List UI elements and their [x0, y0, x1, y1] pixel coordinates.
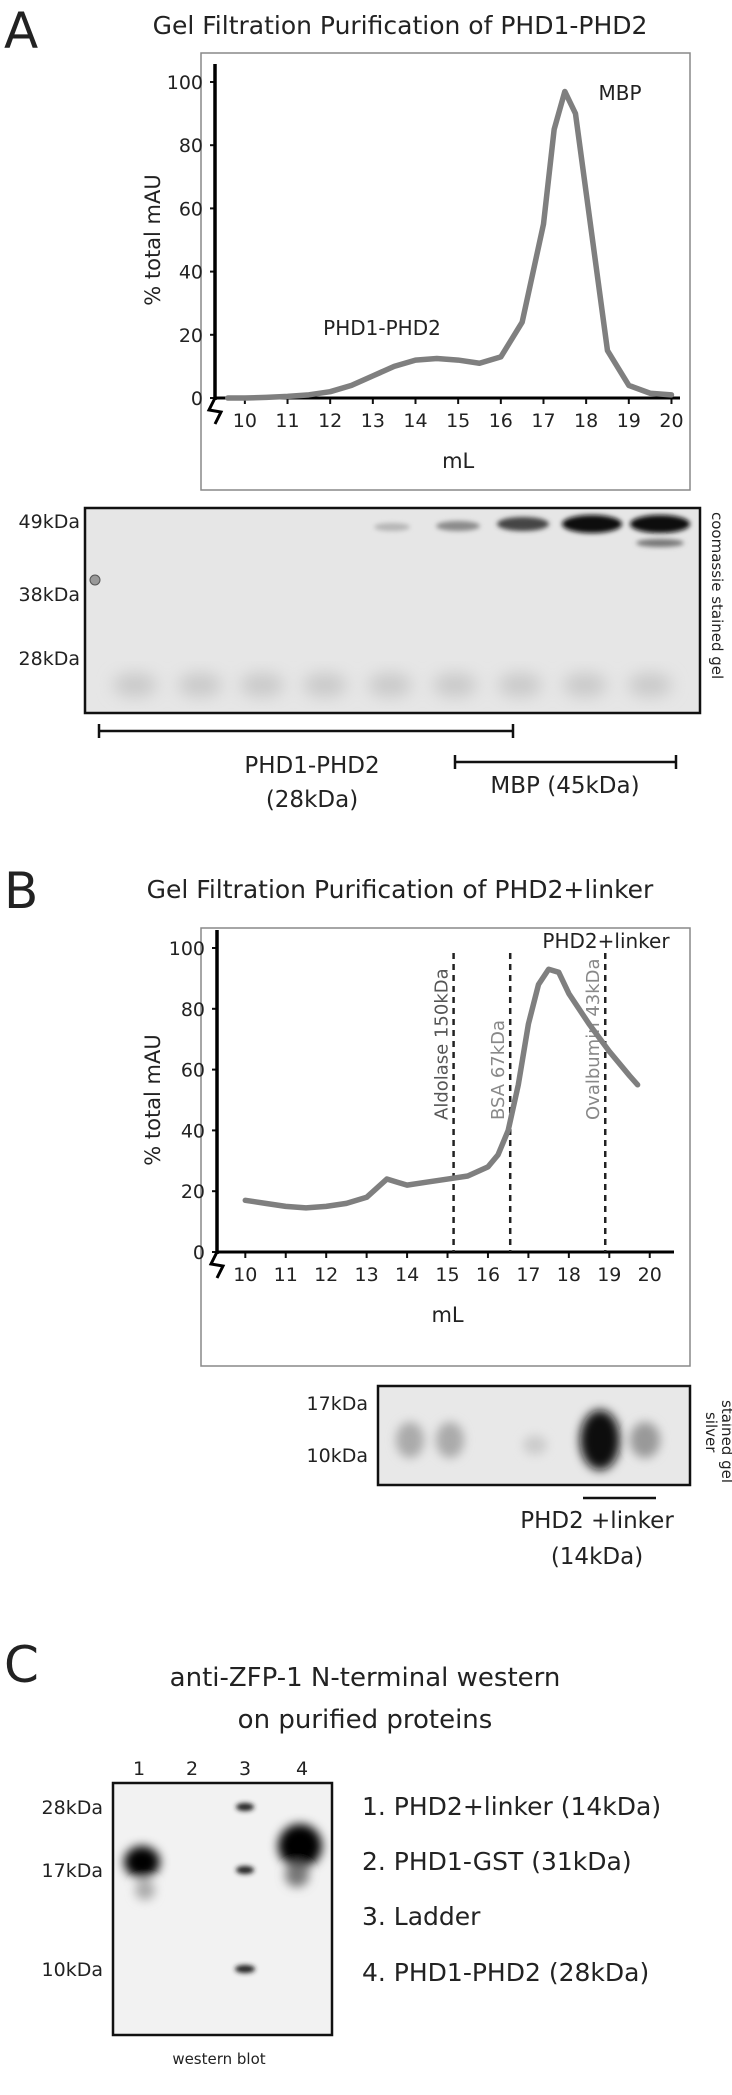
- chart-frame: [200, 927, 691, 1367]
- gel-size-label: 49kDa: [19, 511, 80, 533]
- x-tick-label: 19: [617, 410, 641, 432]
- x-tick-label: 16: [489, 410, 513, 432]
- y-axis-label: % total mAU: [141, 1034, 165, 1166]
- bracket-label: (14kDa): [551, 1544, 643, 1570]
- line-series: [242, 966, 641, 1211]
- reference-label: Aldolase 150kDa: [432, 968, 453, 1120]
- stain-label: stained gel: [718, 1400, 732, 1483]
- axis-break: [208, 1251, 226, 1279]
- x-tick-label: 18: [574, 410, 598, 432]
- bracket-label: MBP (45kDa): [490, 773, 639, 799]
- western: anti-ZFP-1 N-terminal western on purifie…: [42, 1663, 662, 2068]
- stain-label: coomassie stained gel: [708, 512, 726, 679]
- lane-label: 2: [186, 1758, 198, 1780]
- x-axis-label: mL: [442, 449, 474, 473]
- bracket-label: PHD2 +linker: [520, 1508, 674, 1534]
- bracket-label: (28kDa): [266, 787, 358, 813]
- legend-item: 3. Ladder: [362, 1902, 481, 1931]
- western-title: anti-ZFP-1 N-terminal western: [170, 1663, 561, 1693]
- x-tick-label: 20: [659, 410, 683, 432]
- x-tick-label: 19: [597, 1264, 621, 1286]
- bracket-label: PHD1-PHD2: [244, 753, 379, 779]
- y-tick-label: 60: [179, 198, 203, 220]
- western-title: on purified proteins: [238, 1705, 493, 1735]
- panel-letter: B: [4, 862, 38, 920]
- legend-item: 1. PHD2+linker (14kDa): [362, 1792, 661, 1821]
- annotation: MBP: [598, 81, 641, 105]
- legend-item: 4. PHD1-PHD2 (28kDa): [362, 1958, 649, 1987]
- x-tick-label: 14: [403, 410, 427, 432]
- x-axis-label: mL: [431, 1303, 463, 1327]
- y-tick-label: 100: [167, 72, 203, 94]
- chart-title: Gel Filtration Purification of PHD1-PHD2: [153, 11, 648, 40]
- lane-label: 4: [296, 1758, 308, 1780]
- chart-title: Gel Filtration Purification of PHD2+link…: [147, 875, 654, 904]
- axis-break: [206, 397, 224, 425]
- line-series: [225, 88, 675, 401]
- x-tick-label: 17: [516, 1264, 540, 1286]
- annotation: PHD1-PHD2: [323, 316, 441, 340]
- chart-frame: [200, 52, 691, 491]
- x-tick-label: 15: [435, 1264, 459, 1286]
- y-tick-label: 0: [193, 1242, 205, 1264]
- blot-caption: western blot: [172, 2050, 265, 2068]
- blot-size-label: 10kDa: [42, 1959, 103, 1981]
- x-tick-label: 10: [233, 1264, 257, 1286]
- gel-b: 17kDa 10kDa silver stained gel PHD2 +lin…: [307, 1384, 732, 1570]
- x-tick-label: 10: [233, 410, 257, 432]
- x-tick-label: 11: [275, 410, 299, 432]
- blot-size-label: 17kDa: [42, 1860, 103, 1882]
- x-tick-label: 14: [395, 1264, 419, 1286]
- x-tick-label: 18: [557, 1264, 581, 1286]
- gel-a: 49kDa 38kDa 28kDa coomassie stained gel …: [19, 506, 726, 813]
- annotation: PHD2+linker: [542, 929, 670, 953]
- y-tick-label: 80: [179, 135, 203, 157]
- y-tick-label: 60: [181, 1060, 205, 1082]
- y-tick-label: 40: [179, 262, 203, 284]
- x-tick-label: 11: [274, 1264, 298, 1286]
- x-tick-label: 15: [446, 410, 470, 432]
- panel-letter: A: [4, 2, 38, 60]
- x-tick-label: 17: [531, 410, 555, 432]
- panel-letter: C: [4, 1636, 39, 1694]
- legend-item: 2. PHD1-GST (31kDa): [362, 1847, 632, 1876]
- reference-label: Ovalbumin 43kDa: [583, 958, 604, 1120]
- x-tick-label: 13: [361, 410, 385, 432]
- gel-size-label: 38kDa: [19, 584, 80, 606]
- gel-size-label: 28kDa: [19, 648, 80, 670]
- y-tick-label: 20: [181, 1181, 205, 1203]
- gel-size-label: 17kDa: [307, 1393, 368, 1415]
- x-tick-label: 20: [638, 1264, 662, 1286]
- x-tick-label: 13: [355, 1264, 379, 1286]
- x-tick-label: 12: [314, 1264, 338, 1286]
- y-tick-label: 80: [181, 999, 205, 1021]
- lane-label: 3: [239, 1758, 251, 1780]
- stain-label: silver: [702, 1412, 720, 1453]
- y-tick-label: 40: [181, 1120, 205, 1142]
- y-axis-label: % total mAU: [141, 174, 165, 306]
- y-tick-label: 0: [191, 388, 203, 410]
- x-tick-label: 16: [476, 1264, 500, 1286]
- y-tick-label: 20: [179, 325, 203, 347]
- lane-label: 1: [133, 1758, 145, 1780]
- blot-image: [111, 1781, 334, 2037]
- reference-label: BSA 67kDa: [488, 1020, 509, 1120]
- blot-size-label: 28kDa: [42, 1797, 103, 1819]
- gel-size-label: 10kDa: [307, 1445, 368, 1467]
- y-tick-label: 100: [169, 938, 205, 960]
- x-tick-label: 12: [318, 410, 342, 432]
